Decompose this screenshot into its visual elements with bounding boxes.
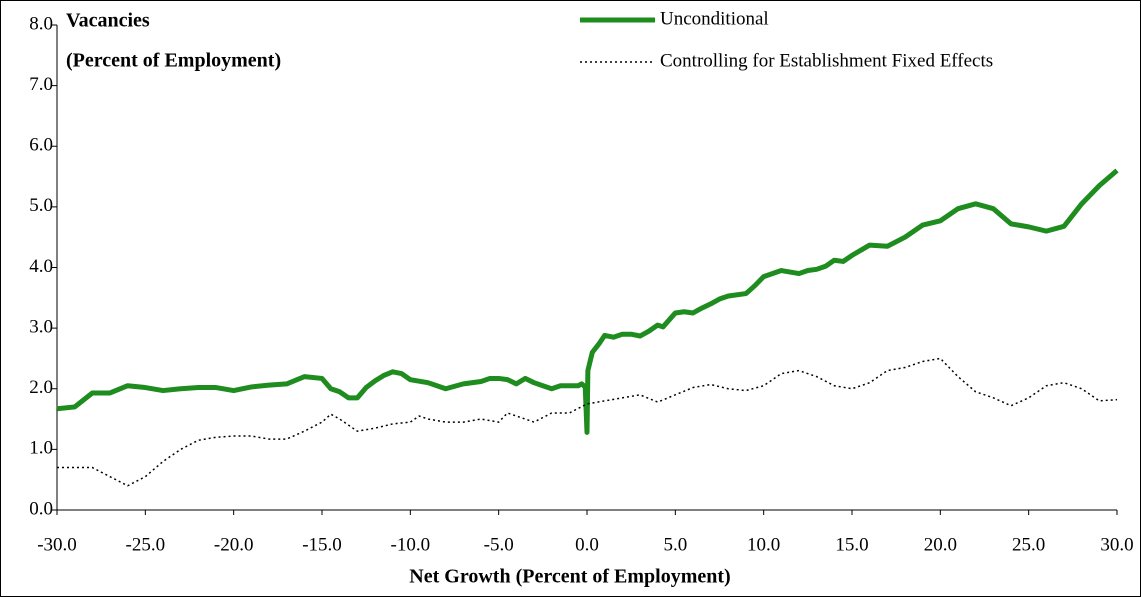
x-tick-label: 20.0: [924, 534, 957, 555]
y-tick-label: 8.0: [29, 13, 53, 34]
x-axis-title: Net Growth (Percent of Employment): [409, 566, 730, 588]
x-tick-label: 0.0: [575, 534, 599, 555]
x-tick-label: 10.0: [747, 534, 780, 555]
x-tick-label: -5.0: [484, 534, 514, 555]
x-tick-label: 25.0: [1012, 534, 1045, 555]
y-tick-label: 3.0: [29, 316, 53, 337]
y-tick-label: 5.0: [29, 195, 53, 216]
y-axis-title: Vacancies: [66, 10, 150, 32]
legend-label: Unconditional: [660, 8, 769, 29]
y-tick-label: 2.0: [29, 377, 53, 398]
x-tick-label: -15.0: [302, 534, 342, 555]
x-tick-label: 15.0: [835, 534, 868, 555]
data-line: [56, 168, 1119, 435]
y-tick-label: 1.0: [29, 438, 53, 459]
y-tick-label: 0.0: [29, 498, 53, 519]
x-tick-label: 5.0: [663, 534, 687, 555]
y-tick-label: 7.0: [29, 74, 53, 95]
y-tick-label: 6.0: [29, 135, 53, 156]
x-tick-label: -20.0: [214, 534, 254, 555]
y-axis-title: (Percent of Employment): [66, 50, 281, 72]
x-tick-label: -10.0: [391, 534, 431, 555]
x-tick-label: -25.0: [126, 534, 166, 555]
x-tick-label: 30.0: [1100, 534, 1133, 555]
legend-label: Controlling for Establishment Fixed Effe…: [660, 50, 993, 71]
y-tick-label: 4.0: [29, 256, 53, 277]
x-tick-label: -30.0: [37, 534, 77, 555]
